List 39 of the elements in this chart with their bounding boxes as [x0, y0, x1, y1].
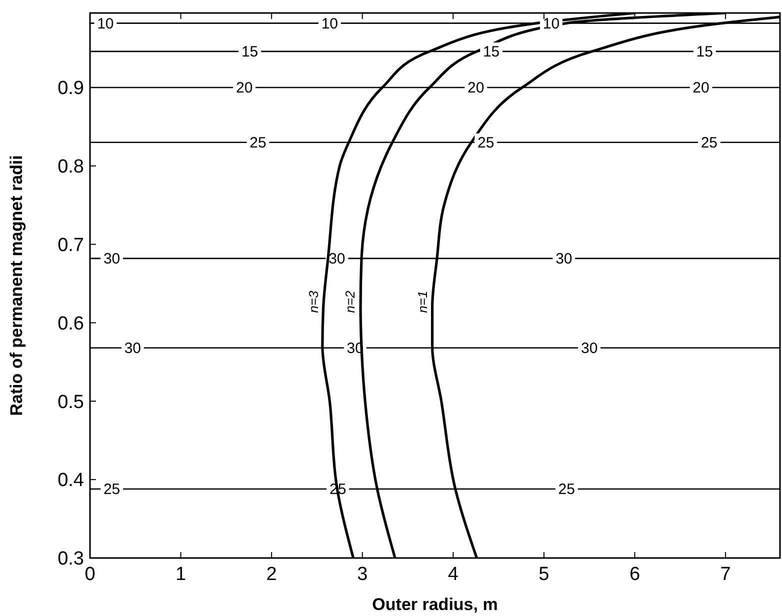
- y-tick-label: 0.5: [58, 392, 84, 413]
- y-tick-label: 0.7: [58, 234, 84, 256]
- text: n=2: [342, 290, 358, 313]
- annotation: 15: [482, 44, 500, 61]
- annotation: 20: [236, 80, 253, 97]
- x-tick-label: 1: [176, 564, 186, 585]
- annotation: 25: [478, 134, 494, 152]
- annotation: 25: [250, 134, 266, 152]
- annotation: 25: [558, 481, 575, 498]
- annotation: 20: [468, 80, 484, 97]
- x-tick-label: 2: [266, 564, 277, 585]
- x-tick-label: 4: [448, 564, 459, 585]
- x-tick-label: 5: [538, 564, 550, 585]
- text: n=3: [306, 290, 321, 313]
- x-axis-title: Outer radius, m: [372, 595, 498, 614]
- y-tick-label: 0.4: [58, 470, 84, 492]
- annotation: 15: [241, 44, 258, 61]
- x-tick-label: 6: [629, 564, 640, 585]
- annotation: 30: [103, 250, 120, 268]
- annotation: 30: [328, 250, 346, 268]
- annotation: 10: [321, 15, 338, 32]
- annotation: 30: [124, 340, 142, 358]
- y-axis-title: Ratio of permanent magnet radii: [7, 155, 26, 416]
- y-tick-label: 0.3: [58, 548, 84, 570]
- y-tick-label: 0.6: [58, 313, 84, 334]
- text: n=1: [414, 290, 430, 313]
- annotation: 30: [556, 250, 572, 268]
- y-tick-label: 0.8: [58, 156, 84, 178]
- annotation: 25: [103, 481, 120, 498]
- annotation: 15: [696, 44, 713, 61]
- annotation: 20: [692, 80, 710, 97]
- y-tick-label: 0.9: [58, 78, 84, 100]
- annotation: 10: [542, 15, 560, 32]
- x-tick-label: 7: [720, 564, 731, 585]
- annotation: 10: [97, 15, 114, 32]
- x-tick-label: 3: [357, 564, 368, 585]
- x-tick-label: 0: [84, 564, 96, 585]
- annotation: 30: [581, 340, 598, 358]
- annotation: 25: [700, 134, 718, 152]
